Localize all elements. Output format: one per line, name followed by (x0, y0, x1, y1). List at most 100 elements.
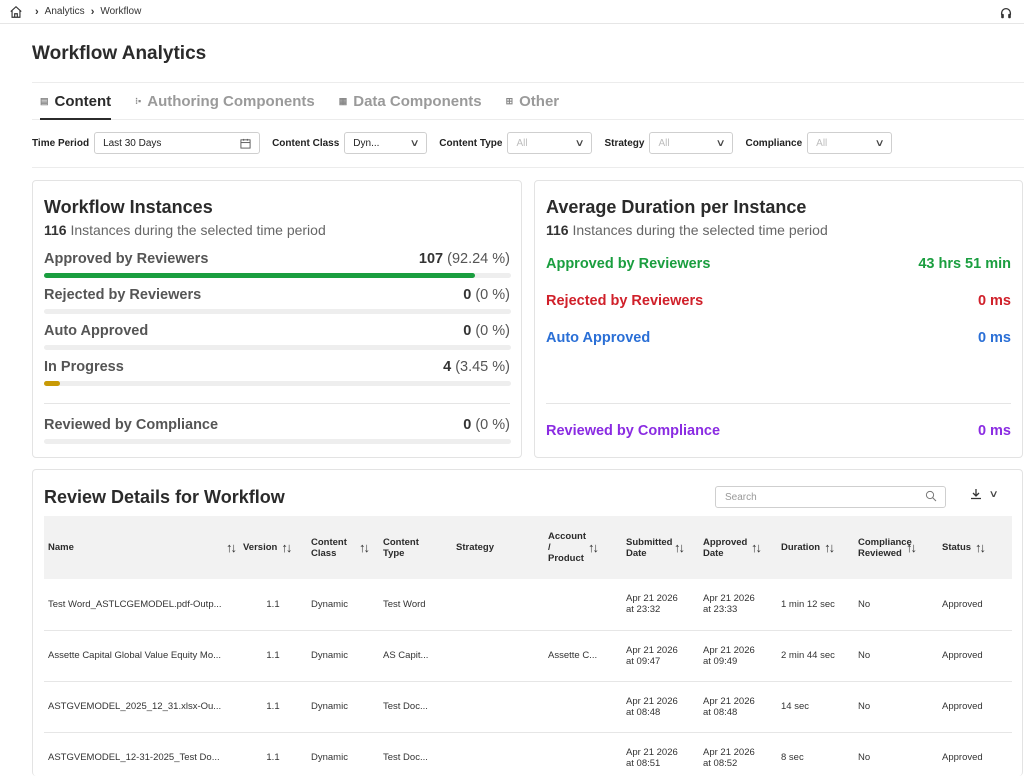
sort-icon[interactable]: ↑↓ (281, 540, 292, 555)
table-cell: 14 sec (777, 681, 854, 733)
instances-count-text: Instances during the selected time perio… (66, 222, 326, 238)
sort-icon[interactable]: ↑↓ (359, 540, 370, 555)
instance-row-value: 0 (0 %) (463, 417, 510, 433)
table-cell (544, 732, 622, 776)
sort-icon[interactable]: ↑↓ (674, 540, 685, 555)
table-cell: 1.1 (239, 681, 307, 733)
tab-authoring-components[interactable]: ⁝▪ Authoring Components (127, 83, 315, 119)
table-cell (452, 630, 544, 682)
column-header-wrap: Content Type (383, 537, 448, 559)
breadcrumb-analytics[interactable]: Analytics (44, 6, 85, 17)
sort-icon[interactable]: ↑↓ (588, 540, 599, 555)
headset-icon[interactable] (999, 6, 1013, 20)
compliance-label: Compliance (745, 137, 803, 149)
table-cell: AS Capit... (379, 630, 452, 682)
download-button[interactable]: ∨ (970, 488, 999, 500)
table-cell: Test Word_ASTLCGEMODEL.pdf-Outp... (44, 579, 239, 631)
table-row[interactable]: Test Word_ASTLCGEMODEL.pdf-Outp... 1.1 Dyn… (44, 579, 1012, 631)
column-header[interactable]: Submitted Date ↑↓ (622, 516, 699, 579)
sort-icon[interactable]: ↑↓ (906, 540, 917, 555)
tab-data-label: Data Components (353, 92, 482, 110)
column-header[interactable]: Content Class ↑↓ (307, 516, 379, 579)
instance-row: Approved by Reviewers 107 (92.24 %) (44, 251, 510, 267)
table-row[interactable]: Assette Capital Global Value Equity Mo..… (44, 630, 1012, 682)
column-header-label: Version (243, 542, 278, 553)
table-row[interactable]: ASTGVEMODEL_12-31-2025_Test Do... 1.1 Dyna… (44, 732, 1012, 776)
instances-title: Workflow Instances (44, 197, 213, 217)
tab-content[interactable]: ▤ Content (32, 83, 112, 120)
breadcrumb-workflow: Workflow (100, 6, 142, 17)
duration-row-value: 43 hrs 51 min (918, 256, 1011, 272)
instance-row-value: 4 (3.45 %) (443, 359, 510, 375)
progress-track (44, 439, 511, 444)
compliance-select[interactable]: All ∨ (807, 132, 893, 154)
column-header-wrap: Version ↑↓ (243, 540, 303, 555)
table-cell: ASTGVEMODEL_2025_12_31.xlsx-Ou... (44, 681, 239, 733)
column-header-wrap: Compliance Reviewed ↑↓ (858, 537, 934, 559)
search-placeholder: Search (725, 492, 757, 503)
chevron-down-icon: ∨ (874, 137, 885, 149)
sort-icon[interactable]: ↑↓ (751, 540, 762, 555)
table-cell: No (854, 732, 938, 776)
chevron-down-icon: ∨ (574, 137, 585, 149)
instances-subtitle: 116 Instances during the selected time p… (44, 222, 326, 238)
column-header-label: Compliance Reviewed (858, 536, 912, 559)
sort-icon[interactable]: ↑↓ (226, 540, 237, 555)
duration-row-value: 0 ms (977, 293, 1011, 309)
tab-other[interactable]: ⊞ Other (498, 83, 560, 119)
column-header[interactable]: Content Type (379, 516, 452, 579)
table-cell: Approved (938, 732, 1012, 776)
instance-row-count: 0 (463, 323, 472, 339)
breadcrumb: › Analytics › Workflow (0, 0, 1024, 24)
filter-bar: Time Period Last 30 Days Content Class D… (32, 132, 893, 154)
search-input[interactable]: Search (715, 486, 946, 508)
strategy-select[interactable]: All ∨ (649, 132, 734, 154)
column-header[interactable]: Status ↑↓ (938, 516, 1012, 579)
instance-row-count: 107 (418, 251, 444, 267)
table-cell: Apr 21 2026 at 23:33 (699, 579, 777, 631)
review-table: Name ↑↓ Version ↑↓ Content Class ↑↓ Content Ty… (44, 516, 1012, 776)
instance-row-value: 0 (0 %) (463, 323, 510, 339)
table-cell: 2 min 44 sec (777, 630, 854, 682)
review-details-card: Review Details for Workflow Search ∨ Nam… (32, 469, 1023, 776)
time-period-select[interactable]: Last 30 Days (94, 132, 261, 154)
column-header[interactable]: Version ↑↓ (239, 516, 307, 579)
column-header[interactable]: Strategy (452, 516, 544, 579)
content-type-value: All (516, 137, 528, 149)
column-header-label: Submitted Date (626, 536, 673, 559)
table-cell: Approved (938, 630, 1012, 682)
column-header[interactable]: Compliance Reviewed ↑↓ (854, 516, 938, 579)
divider (546, 403, 1011, 404)
time-period-label: Time Period (32, 137, 90, 149)
instance-row-label: Rejected by Reviewers (44, 287, 202, 303)
column-header-label: Status (942, 542, 972, 553)
column-header[interactable]: Name ↑↓ (44, 516, 239, 579)
search-icon (925, 490, 937, 502)
column-header-label: Name (48, 542, 74, 553)
tab-authoring-label: Authoring Components (147, 92, 315, 110)
calendar-icon (240, 138, 251, 149)
column-header-label: Content Class (311, 536, 347, 559)
duration-subtitle: 116 Instances during the selected time p… (546, 222, 828, 238)
content-type-select[interactable]: All ∨ (507, 132, 593, 154)
column-header[interactable]: Account / Product ↑↓ (544, 516, 622, 579)
instances-count: 116 (44, 222, 67, 238)
sort-icon[interactable]: ↑↓ (824, 540, 835, 555)
duration-count: 116 (546, 222, 569, 238)
sort-icon[interactable]: ↑↓ (975, 540, 986, 555)
authoring-icon: ⁝▪ (135, 95, 142, 106)
page-title: Workflow Analytics (32, 43, 207, 64)
column-header-label: Content Type (383, 536, 419, 559)
tab-data-components[interactable]: ▦ Data Components (331, 83, 482, 119)
duration-row: Approved by Reviewers 43 hrs 51 min (546, 256, 1011, 272)
home-icon[interactable] (9, 5, 23, 19)
table-row[interactable]: ASTGVEMODEL_2025_12_31.xlsx-Ou... 1.1 Dyna… (44, 681, 1012, 733)
tab-bar: ▤ Content ⁝▪ Authoring Components ▦ Data… (32, 82, 1024, 120)
instance-row-label: In Progress (44, 359, 124, 375)
content-class-select[interactable]: Dyn... ∨ (344, 132, 428, 154)
column-header[interactable]: Duration ↑↓ (777, 516, 854, 579)
average-duration-card: Average Duration per Instance 116 Instan… (534, 180, 1023, 458)
column-header-label: Strategy (456, 542, 495, 553)
instance-row-percent: (3.45 %) (455, 359, 510, 375)
column-header[interactable]: Approved Date ↑↓ (699, 516, 777, 579)
